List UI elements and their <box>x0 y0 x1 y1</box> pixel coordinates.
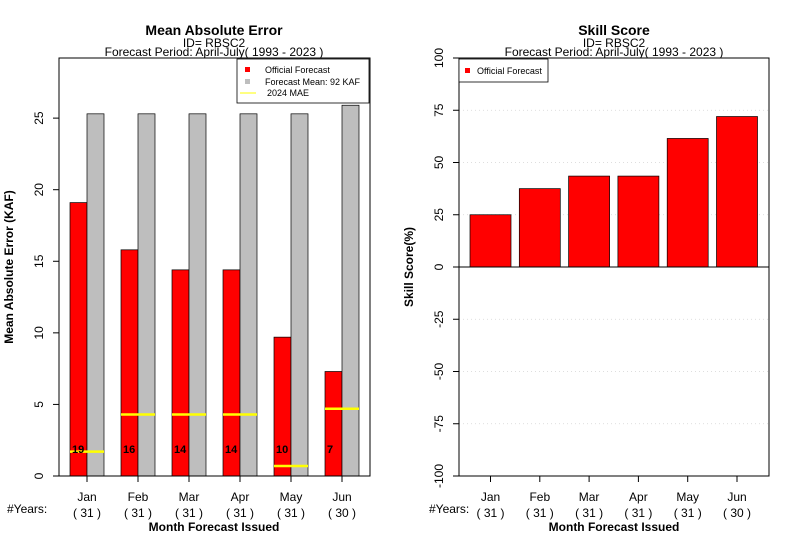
legend-label-forecast-mean: Forecast Mean: 92 KAF <box>265 77 361 87</box>
skill-score-bar <box>518 188 561 268</box>
y-tick-label: 10 <box>32 326 46 340</box>
y-tick-label: 75 <box>432 103 446 117</box>
years-count-label: ( 31 ) <box>624 506 652 520</box>
years-count-label: ( 31 ) <box>277 506 305 520</box>
years-count-label: ( 31 ) <box>526 506 554 520</box>
x-tick-label: Mar <box>579 490 600 504</box>
official-forecast-bar <box>324 371 343 477</box>
x-tick-label: Apr <box>231 490 250 504</box>
years-count-label: ( 31 ) <box>674 506 702 520</box>
mae-forecast-period: Forecast Period: April-July( 1993 - 2023… <box>105 45 324 59</box>
x-tick-label: Jun <box>332 490 351 504</box>
official-forecast-data-label: 14 <box>174 444 187 456</box>
y-tick-label: -75 <box>432 415 446 433</box>
official-forecast-bar <box>69 202 88 477</box>
mae-panel: Mean Absolute Error ID= RBSC2 Forecast P… <box>2 22 371 534</box>
mae-years-label: #Years: <box>7 502 47 516</box>
years-count-label: ( 31 ) <box>175 506 203 520</box>
x-tick-label: May <box>280 490 303 504</box>
years-count-label: ( 31 ) <box>226 506 254 520</box>
x-tick-label: Feb <box>128 490 149 504</box>
skill-title: Skill Score <box>578 22 650 38</box>
skill-score-bar <box>716 116 758 268</box>
skill-years-label: #Years: <box>429 502 469 516</box>
official-forecast-data-label: 14 <box>225 444 238 456</box>
y-tick-label: 100 <box>432 48 446 68</box>
x-tick-label: Apr <box>629 490 648 504</box>
years-count-label: ( 31 ) <box>124 506 152 520</box>
skill-score-bar <box>469 214 512 268</box>
forecast-mean-bar <box>290 113 309 477</box>
skill-forecast-period: Forecast Period: April-July( 1993 - 2023… <box>505 45 724 59</box>
official-forecast-data-label: 19 <box>72 444 84 456</box>
skill-score-bar <box>617 175 660 268</box>
skill-legend-label-official: Official Forecast <box>477 66 542 76</box>
y-tick-label: 25 <box>32 111 46 125</box>
y-tick-label: -50 <box>432 363 446 381</box>
skill-score-bar <box>568 175 610 268</box>
skill-panel: Skill Score ID= RBSC2 Forecast Period: A… <box>402 22 770 534</box>
mae-legend: Official Forecast Forecast Mean: 92 KAF … <box>236 58 370 104</box>
y-tick-label: -25 <box>432 310 446 328</box>
skill-station-id: ID= RBSC2 <box>583 36 646 50</box>
forecast-mean-bar <box>239 113 258 477</box>
mae-title: Mean Absolute Error <box>145 22 283 38</box>
x-tick-label: Mar <box>179 490 200 504</box>
x-tick-label: May <box>676 490 699 504</box>
years-count-label: ( 31 ) <box>73 506 101 520</box>
forecast-mean-bar <box>188 113 207 477</box>
legend-swatch-forecast-mean <box>245 79 250 84</box>
y-tick-label: 0 <box>432 263 446 270</box>
years-count-label: ( 30 ) <box>723 506 751 520</box>
years-count-label: ( 31 ) <box>575 506 603 520</box>
skill-score-bar <box>666 138 709 268</box>
skill-x-axis-title: Month Forecast Issued <box>549 520 680 534</box>
skill-legend-swatch-official <box>465 68 470 73</box>
x-tick-label: Jan <box>77 490 96 504</box>
skill-plot-frame <box>458 57 770 477</box>
mae-legend-box <box>236 58 370 104</box>
official-forecast-data-label: 16 <box>123 444 135 456</box>
legend-swatch-official <box>245 67 250 72</box>
legend-label-official: Official Forecast <box>265 65 330 75</box>
mae-y-axis-title: Mean Absolute Error (KAF) <box>2 190 16 344</box>
y-tick-label: 0 <box>32 472 46 479</box>
official-forecast-bar <box>120 249 139 477</box>
skill-y-axis-title: Skill Score(%) <box>402 227 416 307</box>
y-tick-label: 25 <box>432 208 446 222</box>
forecast-mean-bar <box>341 104 360 477</box>
official-forecast-data-label: 10 <box>276 444 288 456</box>
skill-legend: Official Forecast <box>458 58 549 83</box>
years-count-label: ( 30 ) <box>328 506 356 520</box>
x-tick-label: Jun <box>727 490 746 504</box>
forecast-mean-bar <box>86 113 105 477</box>
forecast-mean-bar <box>137 113 156 477</box>
mae-x-axis-title: Month Forecast Issued <box>149 520 280 534</box>
legend-label-2024-mae: 2024 MAE <box>267 88 309 98</box>
y-tick-label: 50 <box>432 156 446 170</box>
skill-legend-box <box>458 58 549 83</box>
y-tick-label: 15 <box>32 254 46 268</box>
x-tick-label: Feb <box>529 490 550 504</box>
y-tick-label: 5 <box>32 401 46 408</box>
y-tick-label: 20 <box>32 183 46 197</box>
y-tick-label: -100 <box>432 464 446 488</box>
mae-plot-frame <box>58 57 371 477</box>
years-count-label: ( 31 ) <box>476 506 504 520</box>
official-forecast-data-label: 7 <box>327 444 333 456</box>
x-tick-label: Jan <box>481 490 500 504</box>
mae-station-id: ID= RBSC2 <box>183 36 246 50</box>
